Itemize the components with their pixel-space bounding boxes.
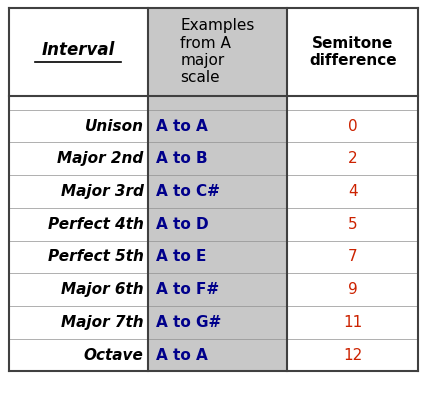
Text: 11: 11 [343, 315, 362, 330]
Text: A to B: A to B [156, 151, 207, 166]
FancyBboxPatch shape [147, 8, 287, 371]
Text: Major 3rd: Major 3rd [60, 184, 143, 199]
Text: Perfect 5th: Perfect 5th [48, 249, 143, 265]
Text: Octave: Octave [83, 348, 143, 363]
Text: 7: 7 [347, 249, 357, 265]
Text: A to G#: A to G# [156, 315, 221, 330]
Text: Interval: Interval [41, 41, 115, 59]
Text: 0: 0 [347, 119, 357, 134]
Text: Perfect 4th: Perfect 4th [48, 217, 143, 232]
Text: 12: 12 [343, 348, 362, 363]
Text: A to E: A to E [156, 249, 206, 265]
Text: Semitone
difference: Semitone difference [308, 36, 396, 68]
Text: Unison: Unison [84, 119, 143, 134]
Text: A to A: A to A [156, 348, 208, 363]
Text: 2: 2 [347, 151, 357, 166]
Text: 9: 9 [347, 282, 357, 297]
Text: A to C#: A to C# [156, 184, 220, 199]
Text: A to D: A to D [156, 217, 209, 232]
Text: 4: 4 [347, 184, 357, 199]
Text: A to A: A to A [156, 119, 208, 134]
Text: A to F#: A to F# [156, 282, 219, 297]
Text: Major 6th: Major 6th [61, 282, 143, 297]
Text: Examples
from A
major
scale: Examples from A major scale [180, 18, 254, 85]
Text: Major 2nd: Major 2nd [57, 151, 143, 166]
Text: Major 7th: Major 7th [61, 315, 143, 330]
Text: 5: 5 [347, 217, 357, 232]
